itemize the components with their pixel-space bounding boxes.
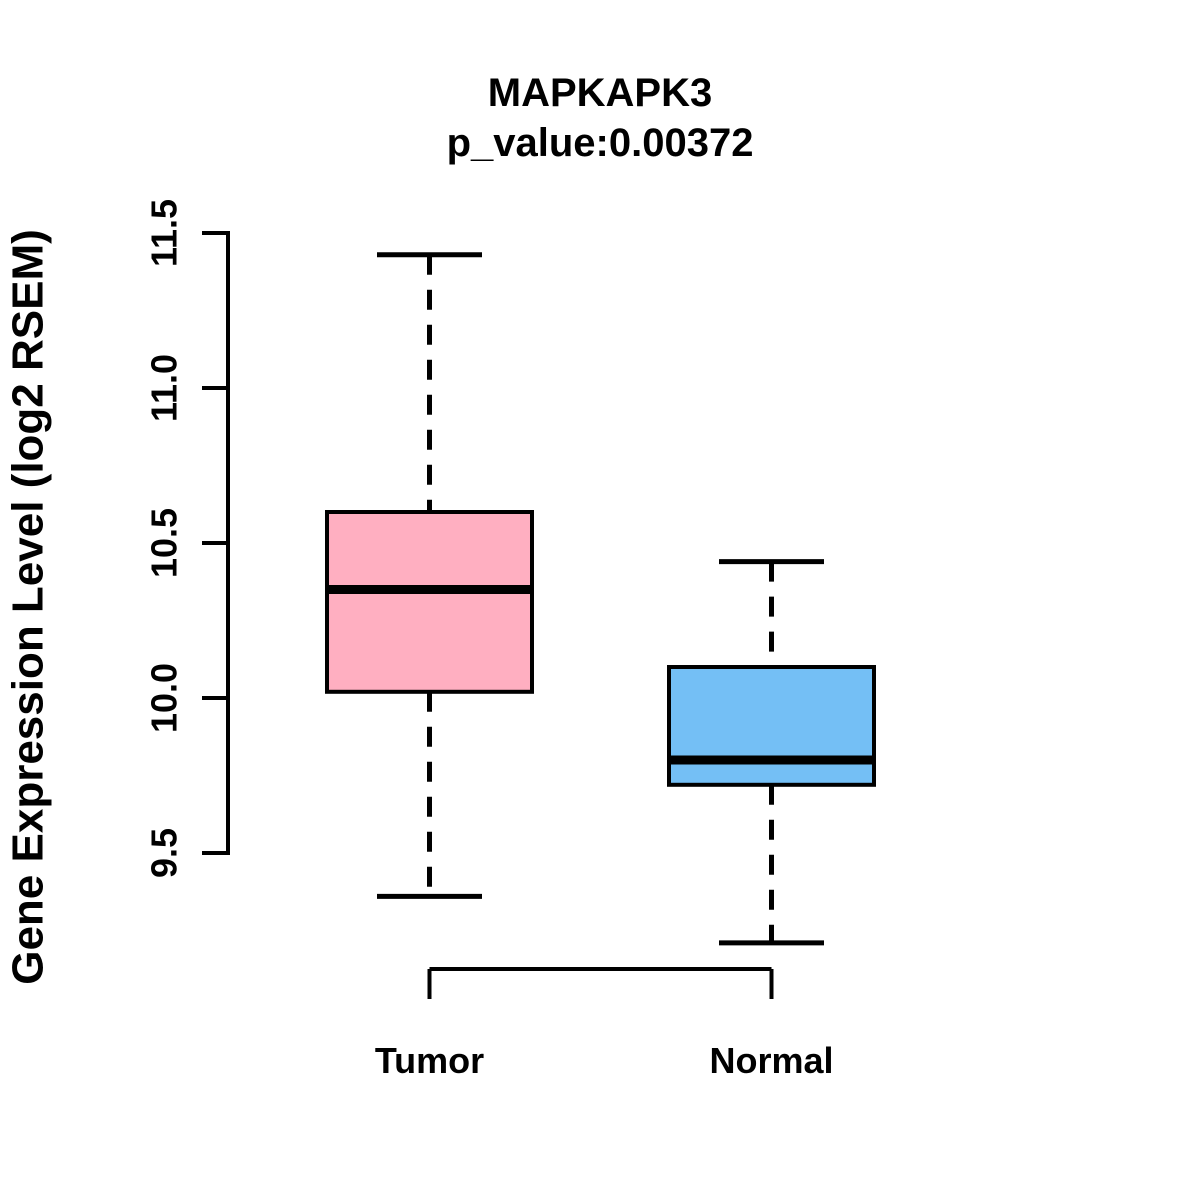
box-tumor: [325, 510, 534, 694]
y-axis-title: Gene Expression Level (log2 RSEM): [4, 229, 53, 985]
x-category-label-normal: Normal: [709, 1040, 833, 1081]
box-group: [325, 252, 876, 946]
y-axis-tick-label: 9.5: [144, 828, 185, 878]
x-axis: Tumor Normal: [375, 967, 834, 1081]
x-category-label-tumor: Tumor: [375, 1040, 484, 1081]
y-axis-tick-label: 10.5: [144, 508, 185, 578]
y-axis: 9.5 10.0 10.5 11.0 11.5: [144, 199, 230, 878]
chart-title: MAPKAPK3: [488, 71, 712, 115]
y-axis-tick-label: 11.0: [144, 354, 185, 422]
chart-subtitle: p_value:0.00372: [447, 121, 754, 165]
y-axis-tick-label: 11.5: [144, 199, 185, 267]
y-axis-tick-label: 10.0: [144, 663, 185, 733]
box-normal: [667, 665, 876, 787]
